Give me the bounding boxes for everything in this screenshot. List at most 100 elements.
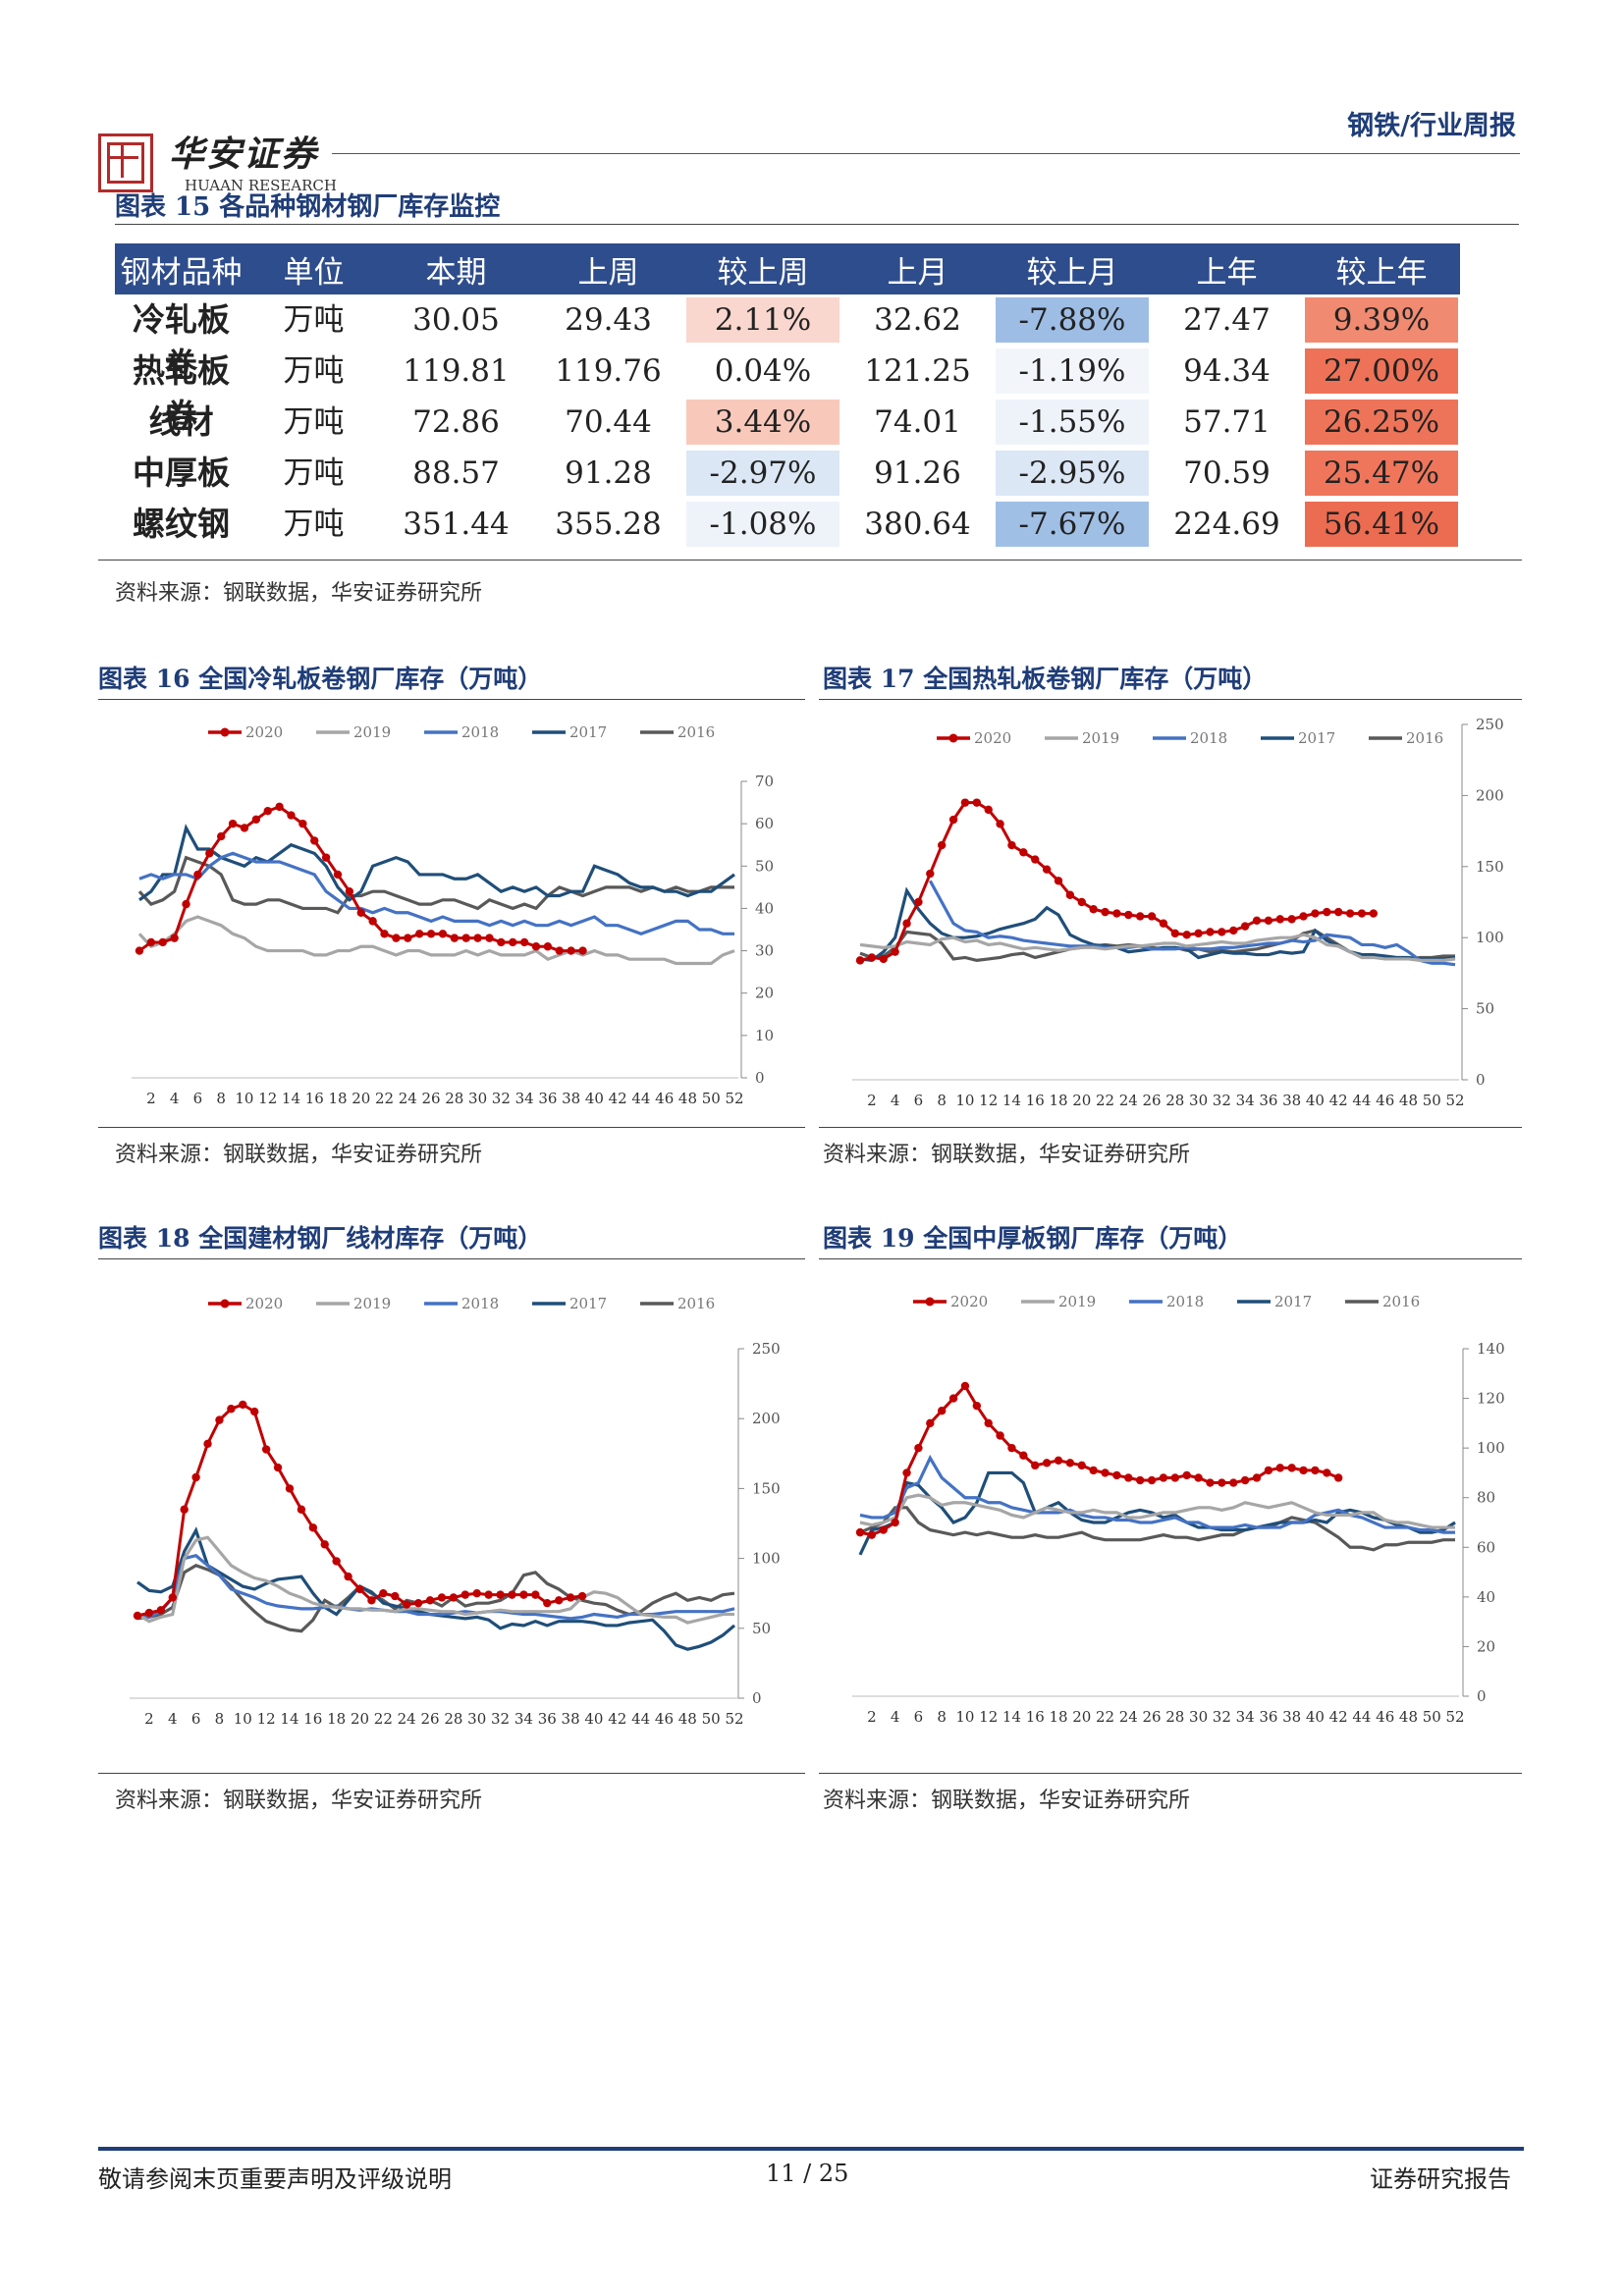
data-point-2020 [439, 930, 447, 937]
table-cell: 2.11% [684, 294, 841, 346]
data-point-2020 [1031, 855, 1039, 863]
data-point-2020 [926, 870, 934, 878]
x-tick-label: 34 [1236, 1708, 1255, 1726]
data-point-2020 [1136, 912, 1144, 920]
data-point-2020 [1066, 1459, 1074, 1467]
table-body: 冷轧板卷 万吨 30.05 29.43 2.11% 32.62 -7.88% 27.47 9.3… [115, 294, 1460, 550]
data-point-2020 [1171, 1473, 1179, 1481]
x-tick-label: 52 [1445, 1092, 1464, 1109]
data-point-2020 [157, 1606, 165, 1614]
data-point-2020 [380, 930, 388, 937]
y-tick-label: 10 [755, 1027, 774, 1044]
data-point-2020 [1112, 1471, 1120, 1479]
data-point-2020 [880, 955, 888, 963]
x-tick-label: 36 [538, 1090, 557, 1107]
data-point-2020 [182, 900, 189, 908]
y-tick-label: 100 [752, 1550, 781, 1568]
data-point-2020 [891, 1519, 898, 1526]
column-header: 较上周 [684, 243, 841, 294]
x-tick-label: 20 [351, 1710, 369, 1728]
data-point-2020 [367, 1596, 375, 1604]
y-tick-label: 0 [752, 1689, 762, 1707]
x-tick-label: 10 [234, 1710, 252, 1728]
table-cell: 26.25% [1303, 397, 1460, 448]
chart18-bottom-rule [98, 1773, 805, 1774]
x-tick-label: 50 [702, 1710, 721, 1728]
cell-lm: 91.26 [843, 451, 992, 496]
table-cell: 91.28 [532, 448, 684, 499]
data-point-2020 [1124, 911, 1132, 919]
cell-unit: 万吨 [249, 451, 378, 496]
legend-label: 2018 [461, 1295, 499, 1312]
chart16-title: 图表 16 全国冷轧板卷钢厂库存（万吨） [98, 660, 542, 695]
data-point-2020 [519, 1590, 527, 1598]
x-tick-label: 18 [328, 1090, 347, 1107]
table-row: 线材 万吨 72.86 70.44 3.44% 74.01 -1.55% 57.71 26.25… [115, 397, 1460, 448]
chart17-title-rule [819, 699, 1522, 700]
data-point-2020 [403, 1600, 410, 1608]
data-point-2020 [1229, 927, 1237, 934]
data-point-2020 [1148, 1476, 1156, 1484]
data-point-2020 [1276, 915, 1284, 923]
x-tick-label: 48 [678, 1090, 697, 1107]
legend-marker-2020 [926, 1298, 935, 1307]
data-point-2020 [868, 1530, 876, 1538]
x-tick-label: 46 [1376, 1708, 1394, 1726]
y-tick-label: 0 [755, 1069, 765, 1087]
y-tick-label: 20 [755, 985, 774, 1002]
data-point-2020 [438, 1593, 446, 1601]
x-tick-label: 4 [170, 1090, 180, 1107]
data-point-2020 [543, 1599, 551, 1607]
x-tick-label: 42 [608, 1710, 626, 1728]
x-tick-label: 8 [937, 1708, 947, 1726]
cell-yoy: 9.39% [1305, 297, 1458, 343]
data-point-2020 [286, 1484, 294, 1492]
data-point-2020 [1055, 877, 1062, 884]
chart17-source: 资料来源：钢联数据，华安证券研究所 [823, 1137, 1190, 1168]
x-tick-label: 52 [725, 1090, 743, 1107]
x-tick-label: 46 [655, 1710, 674, 1728]
column-header: 上年 [1151, 243, 1303, 294]
data-point-2020 [856, 956, 864, 964]
cell-cur: 351.44 [382, 502, 530, 547]
chart18: 0501001502002502 4 6 8 10 12 14 16 18 20 22 24 26 28 3… [98, 1266, 805, 1757]
data-point-2020 [264, 807, 272, 815]
legend-label: 2020 [245, 1295, 283, 1312]
legend-label: 2017 [569, 723, 607, 741]
table-cell: 380.64 [841, 499, 994, 550]
data-point-2020 [1206, 928, 1214, 935]
data-point-2020 [355, 1585, 363, 1593]
data-point-2020 [1218, 928, 1225, 935]
data-point-2020 [961, 798, 969, 806]
data-point-2020 [346, 887, 353, 895]
x-tick-label: 22 [375, 1090, 394, 1107]
data-point-2020 [414, 1599, 422, 1607]
report-type: 钢铁/行业周报 [1347, 104, 1516, 142]
data-point-2020 [567, 1593, 574, 1601]
cell-cur: 88.57 [382, 451, 530, 496]
x-tick-label: 2 [146, 1090, 156, 1107]
cell-wow: 3.44% [686, 400, 839, 445]
column-header: 本期 [380, 243, 532, 294]
data-point-2020 [357, 909, 365, 917]
data-point-2020 [868, 953, 876, 961]
y-tick-label: 0 [1477, 1687, 1487, 1705]
data-point-2020 [938, 841, 946, 849]
table-row: 冷轧板卷 万吨 30.05 29.43 2.11% 32.62 -7.88% 27.47 9.3… [115, 294, 1460, 346]
x-tick-label: 48 [1399, 1092, 1418, 1109]
data-point-2020 [1323, 908, 1330, 916]
data-point-2020 [332, 1557, 340, 1565]
x-tick-label: 10 [235, 1090, 253, 1107]
company-name-cn: 华安证券 [169, 126, 318, 177]
data-point-2020 [262, 1445, 270, 1453]
data-point-2020 [949, 816, 957, 824]
chart19-title: 图表 19 全国中厚板钢厂库存（万吨） [823, 1219, 1242, 1255]
series-line-2016 [139, 858, 734, 913]
cell-yoy: 25.47% [1305, 451, 1458, 496]
table-cell: 351.44 [380, 499, 532, 550]
cell-wow: -2.97% [686, 451, 839, 496]
table-cell: -1.55% [994, 397, 1151, 448]
data-point-2020 [1019, 848, 1027, 856]
legend-label: 2017 [1298, 729, 1335, 747]
